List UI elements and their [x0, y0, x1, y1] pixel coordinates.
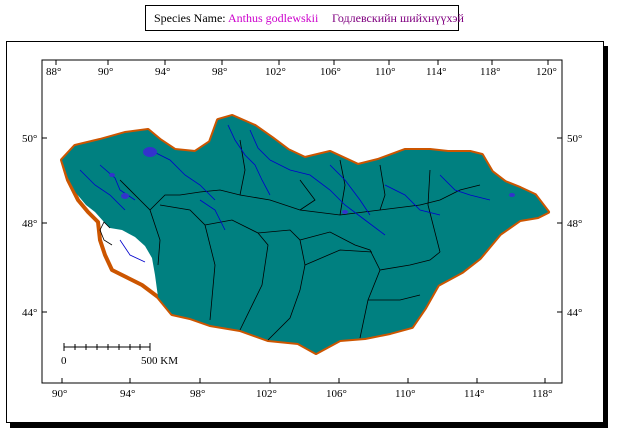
lakes	[109, 147, 515, 214]
bottom-tick-7: 118°	[532, 388, 553, 400]
species-title-box: Species Name: Anthus godlewskii Годлевск…	[145, 5, 464, 31]
right-tick-2: 44°	[567, 307, 582, 319]
top-tick-4: 102°	[265, 66, 286, 78]
bottom-tick-4: 106°	[326, 388, 347, 400]
top-tick-9: 120°	[536, 66, 557, 78]
species-latin-name: Anthus godlewskii	[228, 11, 319, 25]
right-tick-1: 48°	[567, 218, 582, 230]
top-tick-7: 114°	[426, 66, 447, 78]
scale-start-label: 0	[61, 355, 67, 367]
right-tick-0: 50°	[567, 133, 582, 145]
bottom-tick-3: 102°	[256, 388, 277, 400]
lake-small-2	[342, 210, 348, 214]
rivers	[79, 124, 491, 263]
left-tick-1: 48°	[22, 218, 37, 230]
top-tick-1: 90°	[98, 66, 113, 78]
lake-small-1	[109, 173, 115, 177]
tick-marks	[42, 60, 562, 383]
species-local-name: Годлевскийн шийхнүүхэй	[332, 11, 464, 25]
scale-end-label: 500 KM	[141, 355, 178, 367]
bottom-tick-6: 114°	[464, 388, 485, 400]
top-tick-3: 98°	[212, 66, 227, 78]
admin-boundaries	[119, 139, 481, 341]
top-tick-0: 88°	[46, 66, 61, 78]
top-tick-2: 94°	[155, 66, 170, 78]
top-tick-8: 118°	[480, 66, 501, 78]
scale-bar	[63, 343, 151, 351]
top-tick-5: 106°	[320, 66, 341, 78]
left-tick-2: 44°	[22, 307, 37, 319]
species-name-label: Species Name:	[154, 11, 226, 25]
bottom-tick-1: 94°	[120, 388, 135, 400]
species-range	[62, 116, 548, 353]
west-border-detail	[99, 221, 113, 246]
bottom-tick-2: 98°	[190, 388, 205, 400]
bottom-tick-0: 90°	[52, 388, 67, 400]
top-tick-6: 110°	[375, 66, 396, 78]
left-tick-0: 50°	[22, 133, 37, 145]
lake-uvs	[121, 193, 129, 199]
lake-buir	[509, 193, 515, 197]
lake-khuvsgul	[143, 147, 157, 157]
bottom-tick-5: 110°	[395, 388, 416, 400]
